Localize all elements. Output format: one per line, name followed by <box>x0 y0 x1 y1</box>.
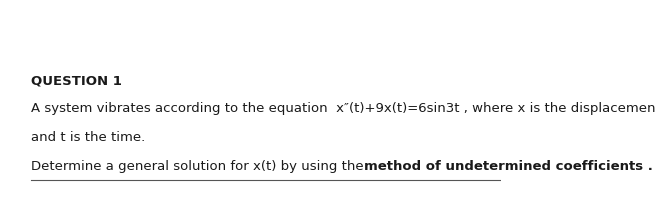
Text: and t is the time.: and t is the time. <box>31 130 145 143</box>
Text: QUESTION 1: QUESTION 1 <box>31 74 122 87</box>
Text: Determine a general solution for x(t) by using the: Determine a general solution for x(t) by… <box>31 159 368 172</box>
Text: A system vibrates according to the equation  x″(t)+9x(t)=6sin3t , where x is the: A system vibrates according to the equat… <box>31 102 655 115</box>
Text: method of undetermined coefficients .: method of undetermined coefficients . <box>364 159 652 172</box>
